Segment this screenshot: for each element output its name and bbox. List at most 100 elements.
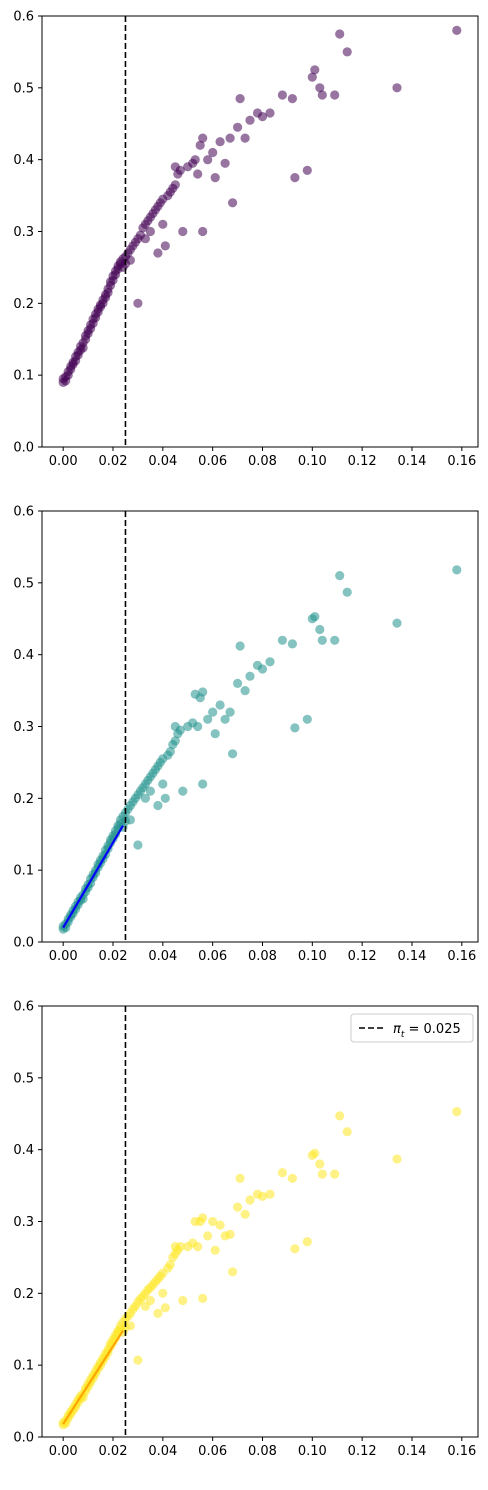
data-point <box>175 725 185 735</box>
y-tick-label: 0.3 <box>13 225 34 240</box>
legend-label-subscript: t <box>401 1030 405 1040</box>
data-point <box>225 707 235 717</box>
data-point <box>310 65 320 75</box>
data-point <box>178 786 188 796</box>
scatter-panel-bottom: 0.00 0.02 0.04 0.06 0.08 0.10 0.12 0.14 0.16 0.0 0… <box>13 1000 479 1459</box>
x-tick-label: 0.16 <box>447 1444 476 1459</box>
data-point <box>198 779 208 789</box>
x-tick-label: 0.12 <box>348 454 377 469</box>
data-point <box>342 587 352 597</box>
data-point <box>302 1237 312 1247</box>
y-tick-label: 0.1 <box>13 369 34 384</box>
data-point <box>193 1242 203 1252</box>
y-tick-label: 0.2 <box>13 297 34 312</box>
x-tick-label: 0.00 <box>49 454 78 469</box>
legend-label-symbol: π <box>393 1022 401 1037</box>
x-tick-label: 0.14 <box>398 949 427 964</box>
y-tick-label: 0.0 <box>13 441 34 456</box>
data-point <box>158 219 168 229</box>
data-point <box>315 1159 325 1169</box>
y-tick-label: 0.6 <box>13 505 34 520</box>
data-point <box>245 671 255 681</box>
data-point <box>392 618 402 628</box>
data-point <box>240 1209 250 1219</box>
data-point <box>317 1169 327 1179</box>
y-tick-label: 0.6 <box>13 10 34 25</box>
data-point <box>178 1295 188 1306</box>
data-point <box>220 158 230 168</box>
data-point <box>277 90 287 100</box>
data-point <box>153 1308 163 1318</box>
data-point <box>215 137 225 147</box>
data-point <box>277 635 287 645</box>
data-point <box>290 723 300 733</box>
data-point <box>228 1267 238 1277</box>
data-point <box>208 147 218 158</box>
x-tick-label: 0.04 <box>148 1444 177 1459</box>
data-point <box>208 707 218 717</box>
y-tick-label: 0.4 <box>13 1143 34 1158</box>
data-point <box>140 793 150 803</box>
data-point <box>160 1303 170 1313</box>
x-tick-label: 0.16 <box>447 454 476 469</box>
data-point <box>198 226 208 237</box>
y-tick-label: 0.4 <box>13 153 34 168</box>
data-point <box>158 779 168 789</box>
data-point <box>302 714 312 724</box>
data-point <box>220 714 230 724</box>
data-point <box>310 612 320 622</box>
data-point <box>235 94 245 104</box>
x-tick-label: 0.08 <box>248 949 277 964</box>
data-point <box>228 198 238 208</box>
data-point <box>290 173 300 183</box>
data-point <box>330 1169 340 1179</box>
data-point <box>170 180 180 190</box>
data-point <box>235 641 245 651</box>
data-point <box>240 686 250 696</box>
data-point <box>225 133 235 143</box>
data-point <box>203 714 213 724</box>
data-point <box>198 1293 208 1303</box>
data-point <box>233 122 243 132</box>
x-tick-label: 0.10 <box>298 949 327 964</box>
data-point <box>140 234 150 244</box>
data-point <box>392 83 402 93</box>
x-tick-label: 0.02 <box>99 1444 128 1459</box>
data-point <box>208 1216 218 1227</box>
x-tick-label: 0.04 <box>148 454 177 469</box>
data-point <box>165 747 175 757</box>
data-point <box>198 1213 208 1223</box>
data-point <box>330 90 340 100</box>
data-point <box>225 1229 235 1239</box>
scatter-panel-top: 0.00 0.02 0.04 0.06 0.08 0.10 0.12 0.14 0.16 0.0 0… <box>13 10 479 469</box>
data-point <box>287 1173 297 1183</box>
data-point <box>335 571 345 581</box>
data-point <box>265 108 275 118</box>
legend-box <box>350 1013 474 1043</box>
legend-label-value: = 0.025 <box>404 1022 460 1037</box>
y-tick-label: 0.1 <box>13 1359 34 1374</box>
data-point <box>133 840 143 850</box>
x-tick-label: 0.06 <box>198 454 227 469</box>
y-tick-label: 0.2 <box>13 792 34 807</box>
x-tick-label: 0.10 <box>298 1444 327 1459</box>
data-point <box>245 1195 255 1205</box>
data-point <box>240 133 250 143</box>
data-point <box>228 749 238 759</box>
y-tick-label: 0.2 <box>13 1287 34 1302</box>
data-point <box>302 165 312 175</box>
data-point <box>277 1168 287 1178</box>
legend: πt = 0.025 <box>350 1013 474 1043</box>
y-tick-label: 0.5 <box>13 81 34 96</box>
data-point <box>257 664 268 674</box>
y-tick-label: 0.3 <box>13 1215 34 1230</box>
data-point <box>215 700 225 710</box>
fit-line <box>62 825 124 929</box>
data-point <box>193 721 203 732</box>
data-point <box>317 635 327 645</box>
data-point <box>133 298 143 308</box>
y-tick-label: 0.5 <box>13 576 34 591</box>
scatter-points <box>58 25 462 387</box>
data-point <box>190 155 200 165</box>
